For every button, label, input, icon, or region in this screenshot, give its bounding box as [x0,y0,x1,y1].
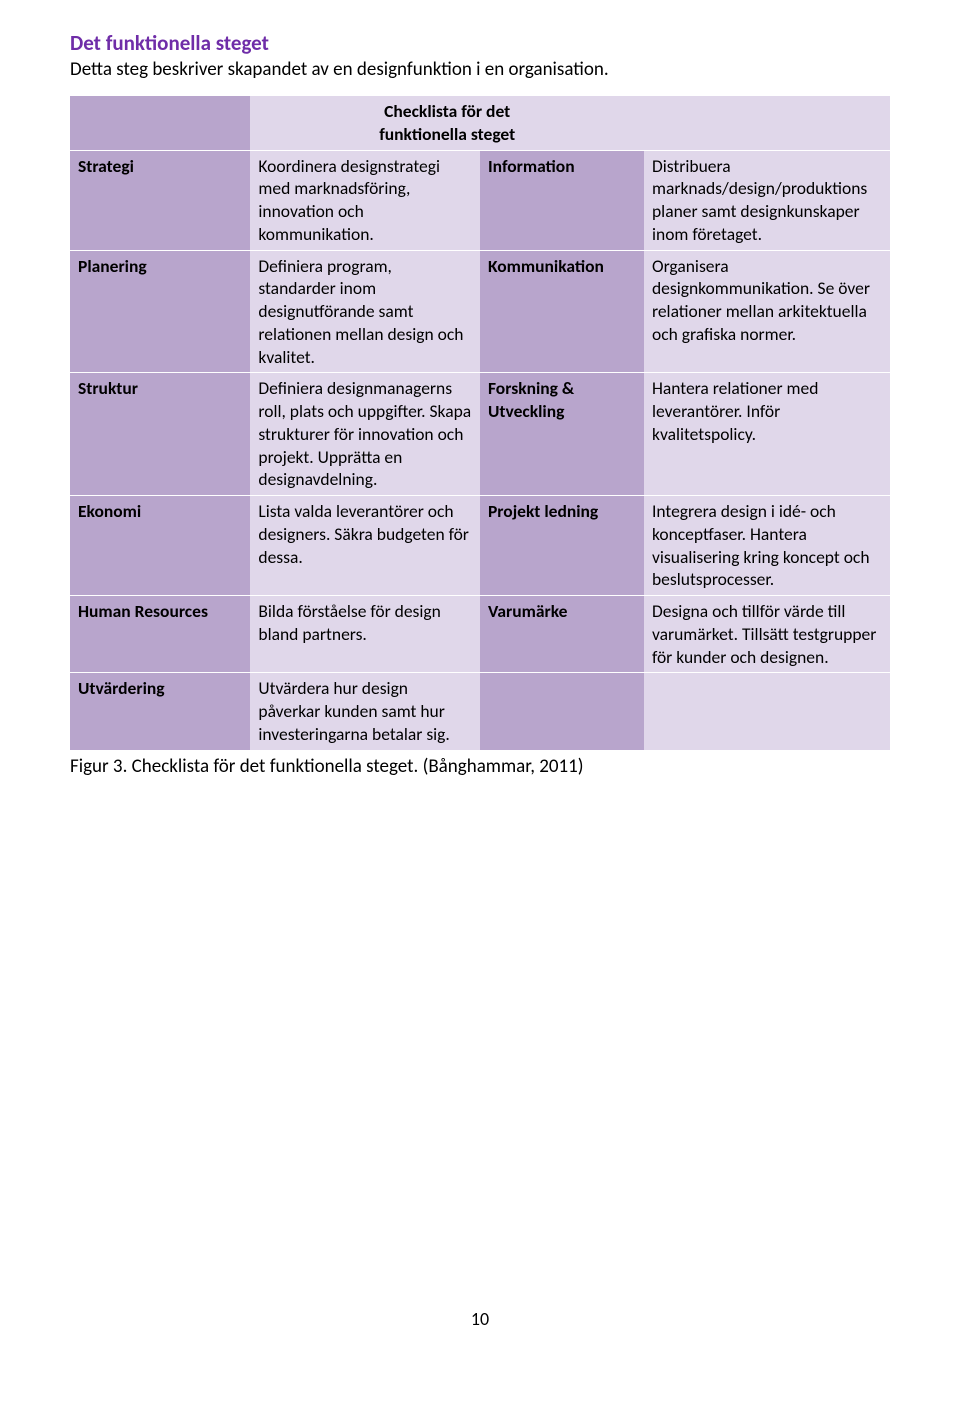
table-row: Ekonomi Lista valda leverantörer och des… [70,496,890,596]
row-label: Struktur [70,373,250,496]
row-label: Human Resources [70,596,250,673]
section-title: Det funktionella steget [70,30,890,56]
table-header-line2: funktionella steget [379,123,515,145]
row-left-desc: Utvärdera hur design påverkar kunden sam… [250,673,480,750]
row-left-desc: Koordinera designstrategi med marknadsfö… [250,150,480,250]
table-header-row: Checklista för detfunktionella steget [70,96,890,151]
table-row: Human Resources Bilda förståelse för des… [70,596,890,673]
row-label: Strategi [70,150,250,250]
row-right-desc: Hantera relationer med leverantörer. Inf… [644,373,890,496]
row-left-desc: Bilda förståelse för design bland partne… [250,596,480,673]
table-header-title: Checklista för detfunktionella steget [250,96,644,151]
intro-text: Detta steg beskriver skapandet av en des… [70,58,890,81]
row-left-desc: Definiera program, standarder inom desig… [250,250,480,373]
row-left-desc: Lista valda leverantörer och designers. … [250,496,480,596]
row-right-label: Projekt ledning [480,496,644,596]
row-right-desc: Designa och tillför värde till varumärke… [644,596,890,673]
table-row: Planering Definiera program, standarder … [70,250,890,373]
table-header-line1: Checklista för det [384,100,510,122]
table-row: Utvärdering Utvärdera hur design påverka… [70,673,890,750]
row-right-desc: Integrera design i idé- och konceptfaser… [644,496,890,596]
row-right-desc: Organisera designkommunikation. Se över … [644,250,890,373]
row-label: Ekonomi [70,496,250,596]
row-right-label: Kommunikation [480,250,644,373]
row-right-label: Forskning & Utveckling [480,373,644,496]
figure-caption: Figur 3. Checklista för det funktionella… [70,755,890,778]
row-label: Utvärdering [70,673,250,750]
row-label: Planering [70,250,250,373]
checklist-table: Checklista för detfunktionella steget St… [70,95,890,751]
row-right-desc: Distribuera marknads/design/produktions … [644,150,890,250]
table-header-spacer-right [644,96,890,151]
table-header-spacer [70,96,250,151]
page-number: 10 [70,1308,890,1330]
row-right-desc [644,673,890,750]
row-right-label: Information [480,150,644,250]
table-row: Strategi Koordinera designstrategi med m… [70,150,890,250]
table-row: Struktur Definiera designmanagerns roll,… [70,373,890,496]
row-right-label [480,673,644,750]
row-left-desc: Definiera designmanagerns roll, plats oc… [250,373,480,496]
row-right-label: Varumärke [480,596,644,673]
